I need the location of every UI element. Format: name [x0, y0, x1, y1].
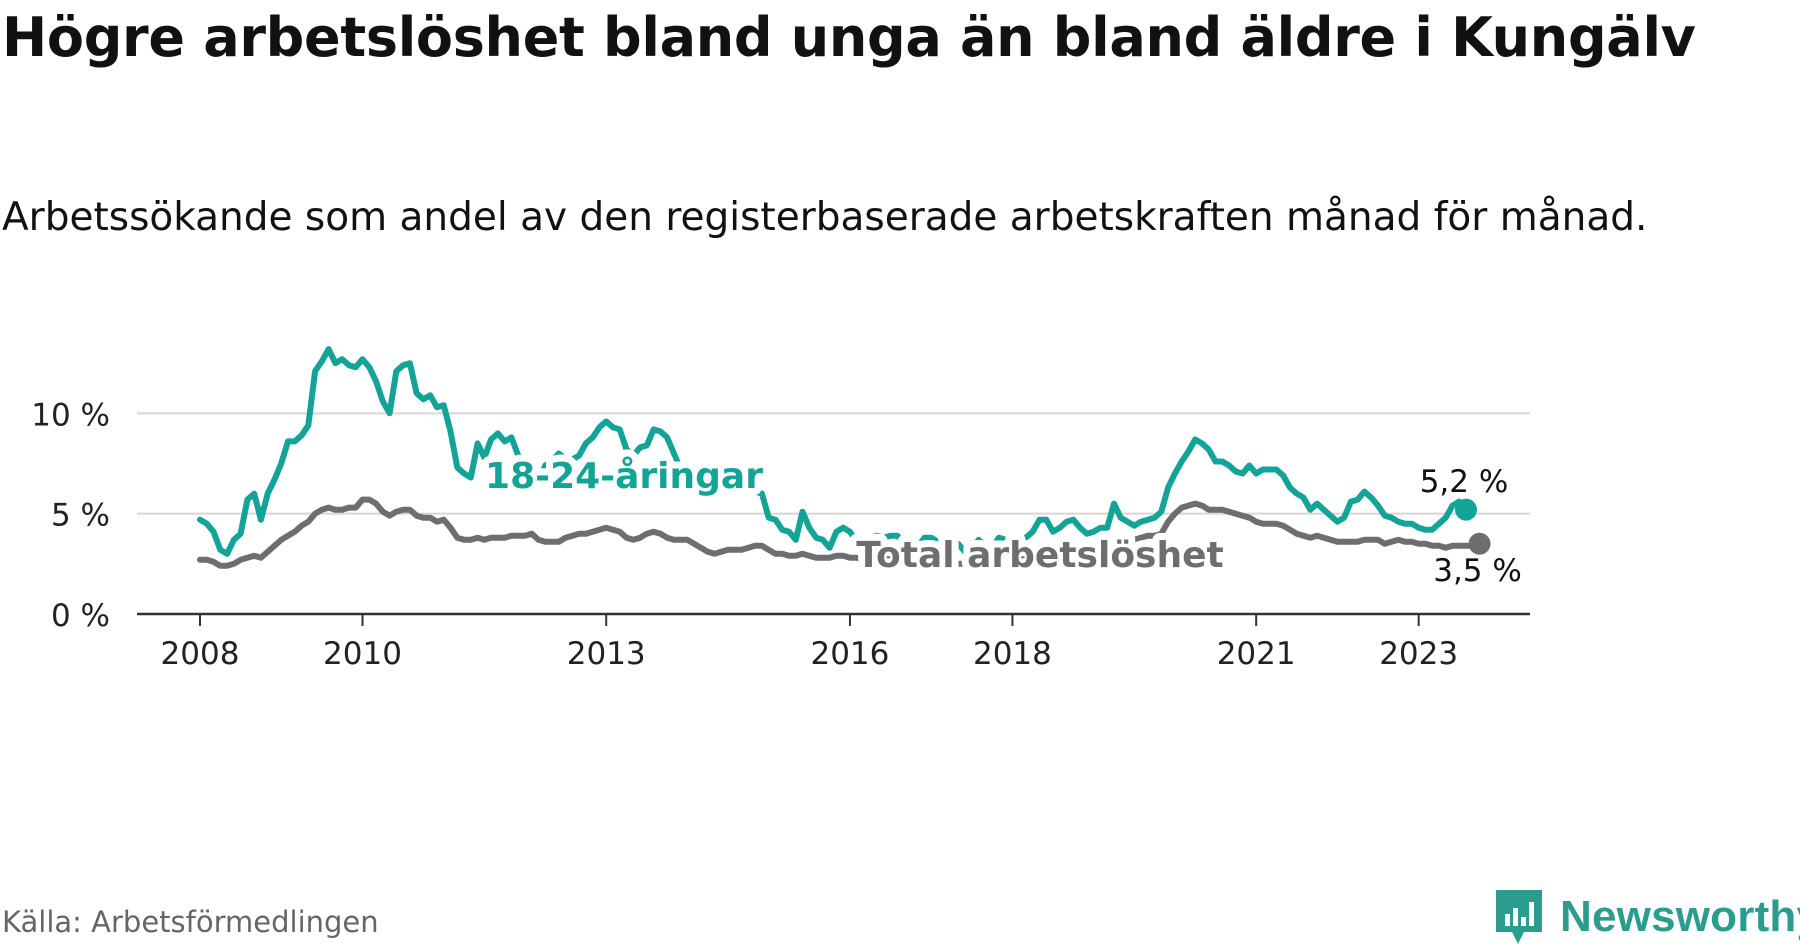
- total-series-label: Total arbetslöshet: [856, 535, 1224, 576]
- x-tick-label: 2013: [567, 636, 646, 672]
- x-tick-label: 2016: [810, 636, 889, 672]
- series-lines: [197, 346, 1491, 569]
- y-tick-label: 5 %: [51, 498, 110, 534]
- chart-title: Högre arbetslöshet bland unga än bland ä…: [2, 6, 1696, 69]
- x-tick-label: 2023: [1379, 636, 1458, 672]
- line-chart: 0 %5 %10 %15 % 2008201020132016201820212…: [31, 330, 1530, 672]
- newsworthy-logo-icon: [1496, 890, 1542, 944]
- x-tick-label: 2010: [323, 636, 402, 672]
- y-tick-label: 10 %: [31, 397, 110, 433]
- youth-end-dot: [1455, 498, 1477, 521]
- total-end-dot: [1468, 532, 1491, 555]
- youth-series-line: [197, 346, 1469, 557]
- total-end-value-label: 3,5 %: [1433, 553, 1522, 589]
- brand-name: Newsworthy: [1560, 892, 1800, 941]
- source-note: Källa: Arbetsförmedlingen: [2, 905, 379, 939]
- brand-logo: Newsworthy: [1494, 888, 1800, 946]
- y-tick-label: 15 %: [31, 330, 110, 333]
- x-tick-label: 2018: [973, 636, 1052, 672]
- y-tick-label: 0 %: [51, 598, 110, 634]
- x-axis: 2008 2010 2013 2016 2018 2021 2023: [137, 612, 1530, 672]
- grid-lines: [137, 412, 1530, 515]
- chart-subtitle: Arbetssökande som andel av den registerb…: [2, 195, 1648, 240]
- x-tick-label: 2008: [161, 636, 240, 672]
- youth-series-label: 18-24-åringar: [485, 456, 763, 497]
- series-labels: 18-24-åringar Total arbetslöshet 5,2 % 3,5 …: [478, 449, 1522, 589]
- y-axis-labels: 0 % 5 % 10 % 15 %: [31, 330, 110, 634]
- youth-end-value-label: 5,2 %: [1420, 464, 1509, 500]
- total-series-line: [197, 496, 1483, 569]
- x-tick-label: 2021: [1217, 636, 1296, 672]
